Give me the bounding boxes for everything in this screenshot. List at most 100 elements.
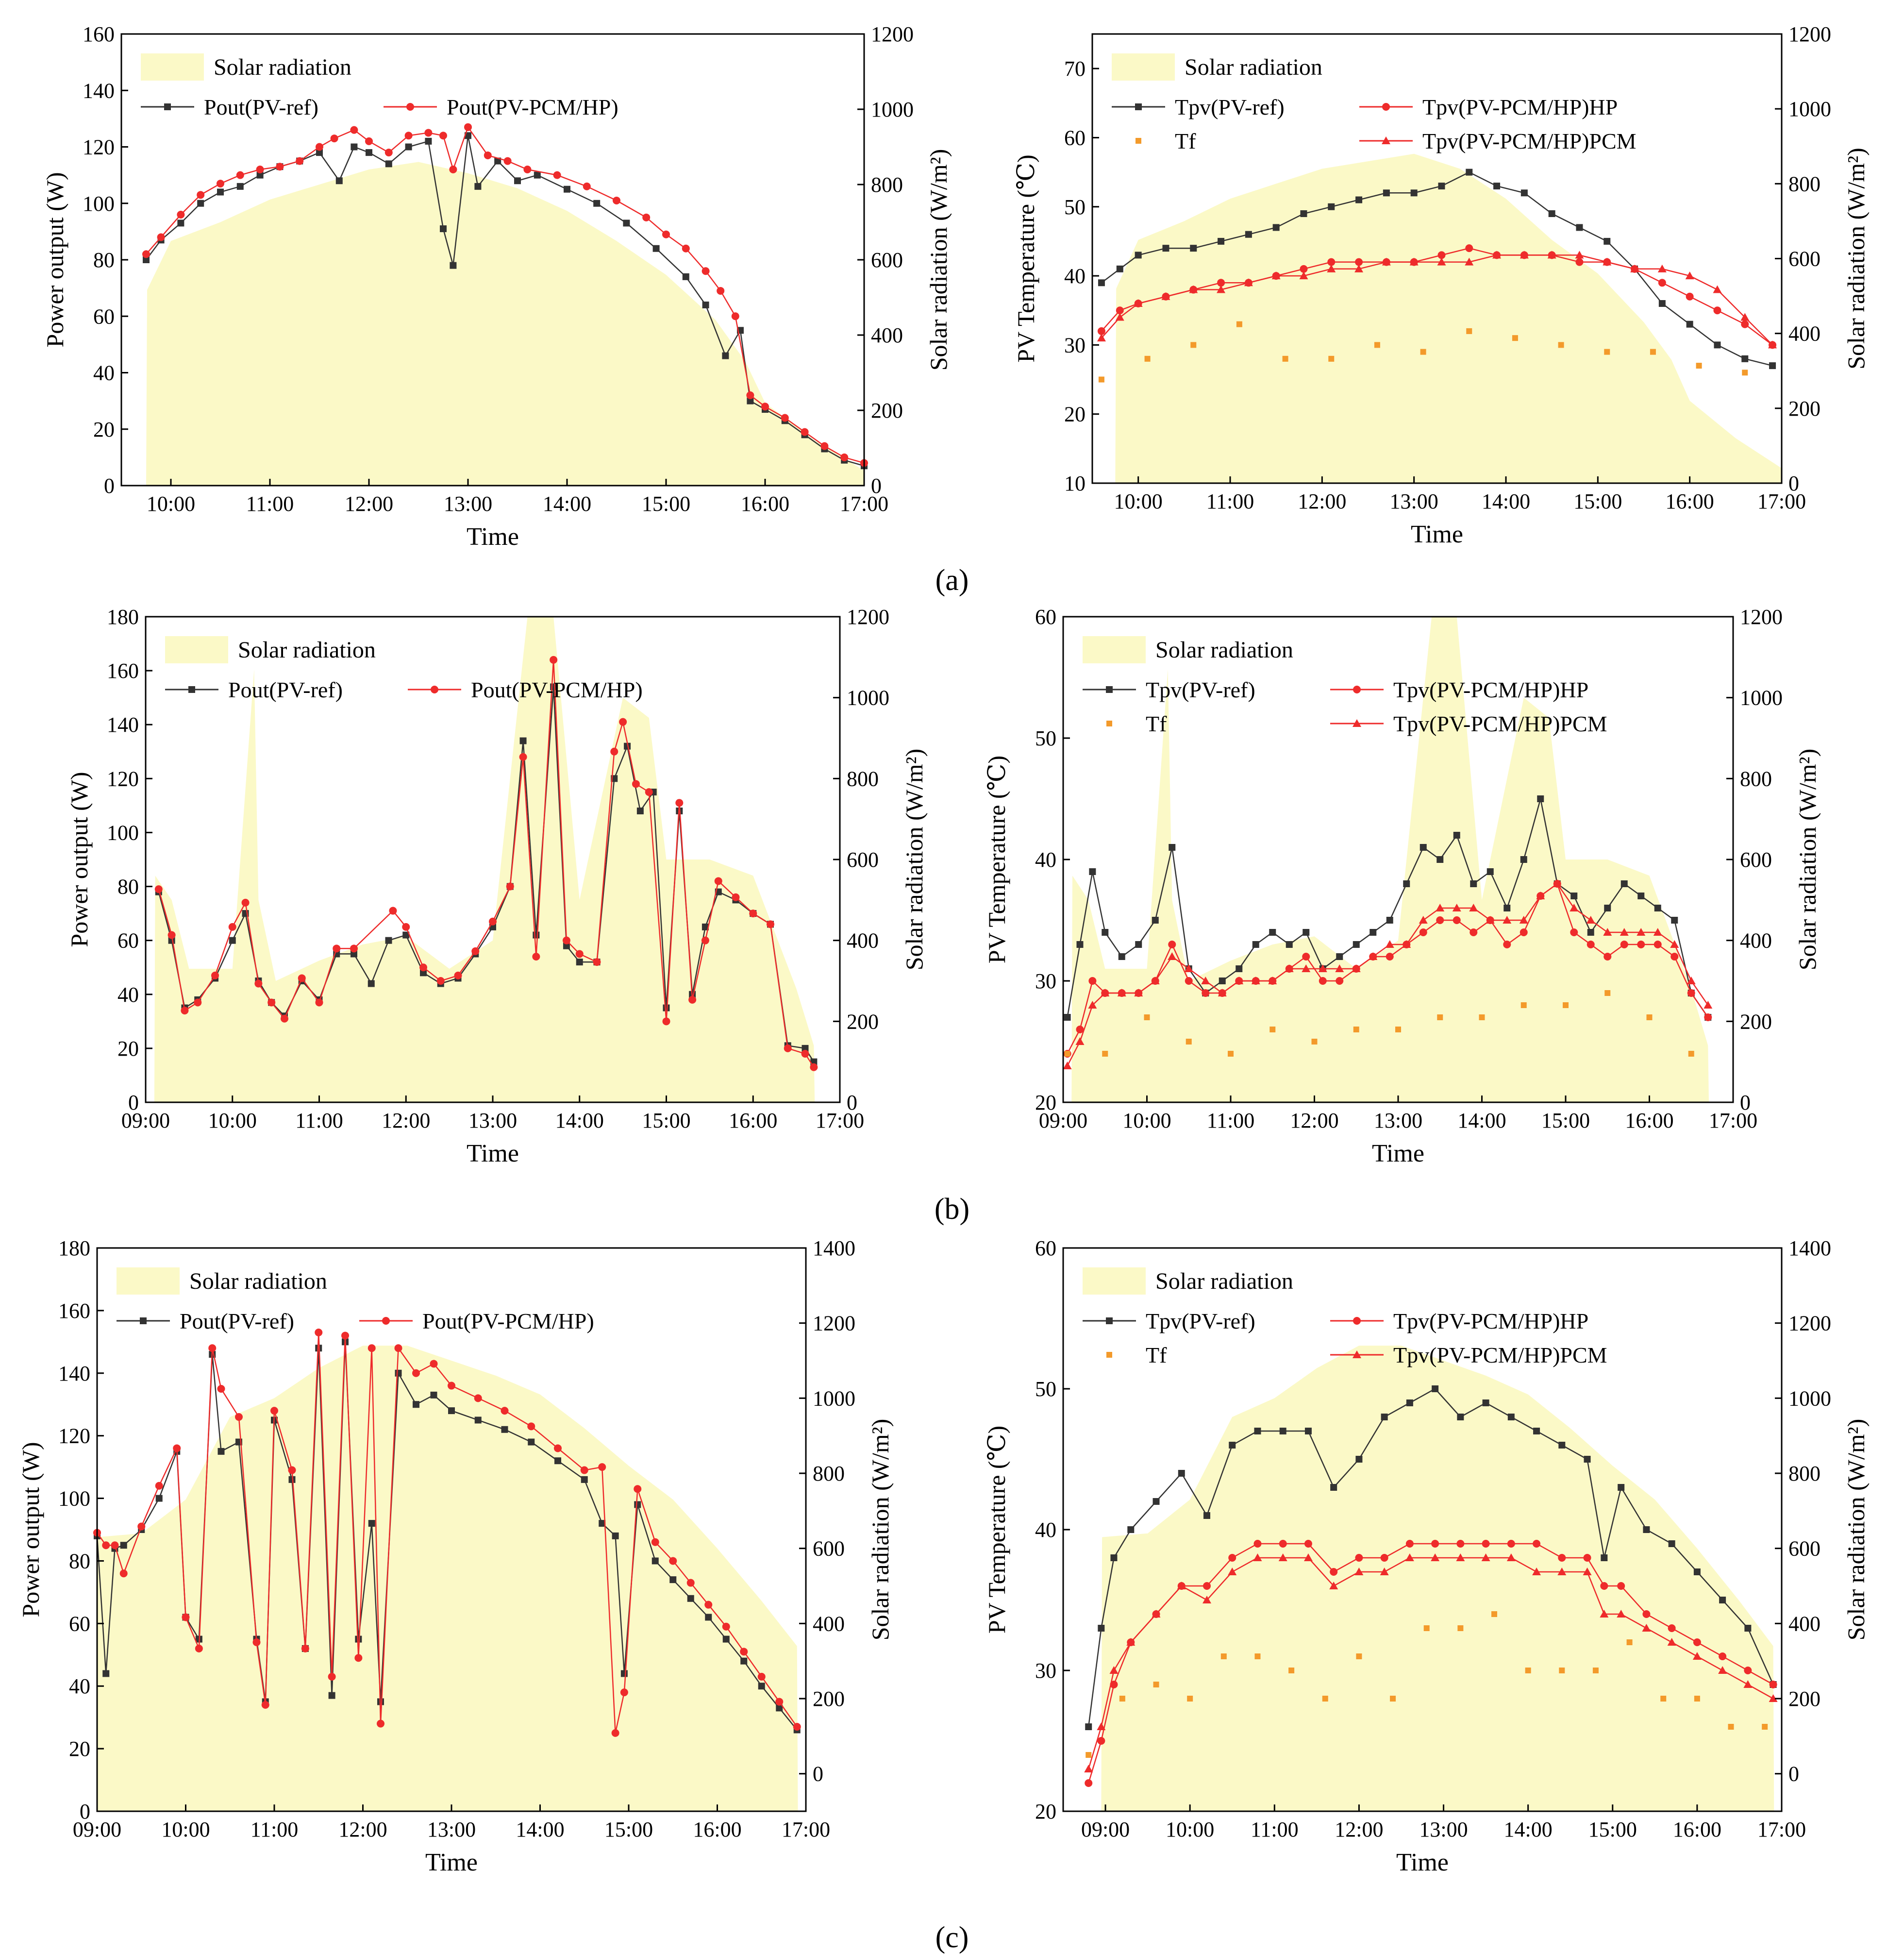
data-point [1088,977,1097,985]
y-tick-label: 30 [1035,969,1056,993]
series-line [1101,247,1773,346]
y2-tick-label: 1000 [871,98,914,121]
legend-label: Solar radiation [189,1268,327,1294]
series-tpv-pv-ref- [1098,169,1776,370]
series-pout-pv-pcm-hp- [93,1329,801,1737]
data-point [1076,941,1084,948]
data-point [1743,1680,1753,1688]
data-point [1405,1540,1414,1548]
data-point [1486,868,1494,875]
x-axis-title: Time [425,1849,478,1876]
data-point [593,200,601,207]
data-point [1184,964,1193,972]
data-point [1431,1553,1440,1561]
data-point [1390,1696,1396,1702]
data-point [1654,905,1661,911]
data-point [1302,964,1311,972]
y-axis-title: Power output (W) [41,172,68,347]
legend-label: Solar radiation [1185,54,1322,80]
y-tick-label: 140 [83,79,115,102]
data-point [1410,189,1418,197]
data-point [1704,1001,1713,1009]
legend-marker [1353,1350,1361,1358]
data-point [351,143,358,151]
x-tick-label: 12:00 [1335,1818,1383,1841]
legend-marker [1353,1317,1361,1325]
data-point [1144,1014,1150,1020]
data-point [1406,1399,1413,1406]
data-point [1692,1652,1702,1660]
data-point [1299,271,1308,280]
data-point [781,414,789,422]
data-point [1630,264,1639,272]
data-point [1653,941,1662,948]
legend-marker [164,103,171,110]
data-point [1187,1696,1193,1702]
y2-tick-label: 200 [813,1687,845,1711]
data-point [575,950,584,958]
data-point [527,1422,535,1431]
data-point [1642,1624,1651,1632]
data-point [464,123,472,131]
data-point [523,166,532,173]
y2-tick-label: 200 [1740,1010,1772,1033]
data-point [1336,977,1344,985]
legend-label: Solar radiation [1155,637,1293,663]
data-point [1327,258,1336,266]
y-tick-label: 60 [69,1612,90,1635]
data-point [1153,1682,1159,1687]
data-point [1085,1723,1092,1730]
data-point [281,1014,288,1023]
data-point [157,233,165,241]
data-point [1253,1553,1262,1561]
data-point [1558,1554,1566,1562]
y-tick-label: 0 [80,1800,90,1823]
data-point [335,177,343,185]
y2-tick-label: 400 [847,929,879,953]
data-point [1470,880,1477,887]
data-point [1563,1002,1569,1008]
data-point [1453,916,1461,924]
data-point [1456,1540,1465,1548]
series-tpv-pv-ref- [1085,1385,1777,1730]
legend-label: Pout(PV-ref) [180,1309,294,1333]
data-point [1667,1638,1676,1646]
data-point [775,1698,784,1706]
data-point [1319,977,1327,985]
data-point [634,1485,642,1493]
x-tick-label: 10:00 [1114,489,1163,513]
data-point [208,1344,217,1352]
x-tick-label: 12:00 [338,1818,387,1841]
data-point [1102,1051,1108,1057]
data-point [1385,940,1394,948]
data-point [749,910,757,918]
y2-axis-title: Solar radiation (W/m²) [901,749,928,971]
chart-c-power: 09:00 10:00 11:00 12:00 13:00 14:00 15:00 16:00… [17,1236,894,1876]
data-point [1089,868,1096,875]
data-point [1382,257,1391,266]
y2-axis-title: Solar radiation (W/m²) [925,149,952,371]
data-point [1600,1582,1608,1590]
legend-label: Pout(PV-PCM/HP) [447,95,618,119]
y2-tick-label: 1400 [1788,1236,1831,1260]
data-point [1288,1668,1295,1673]
x-tick-label: 15:00 [642,1109,690,1132]
y2-tick-label: 400 [1788,322,1820,346]
data-point [1300,210,1307,217]
data-point [1327,264,1336,272]
y-tick-label: 180 [58,1236,90,1260]
data-point [412,1369,420,1377]
data-point [1503,916,1512,924]
data-point [316,149,323,156]
chart-a-power: 10:00 11:00 12:00 13:00 14:00 15:00 16:00 17:00… [41,22,952,551]
data-point [514,177,521,185]
data-point [1383,189,1390,197]
data-point [298,974,306,982]
y2-axis-title: Solar radiation (W/m²) [1842,148,1870,370]
data-point [1162,245,1169,252]
legend-label: Pout(PV-ref) [204,95,318,119]
data-point [154,885,163,893]
legend: Solar radiation Tpv(PV-ref) Tpv(PV-PCM/HP)… [1083,1267,1607,1367]
data-point [1228,1554,1236,1562]
data-point [1186,1039,1192,1045]
